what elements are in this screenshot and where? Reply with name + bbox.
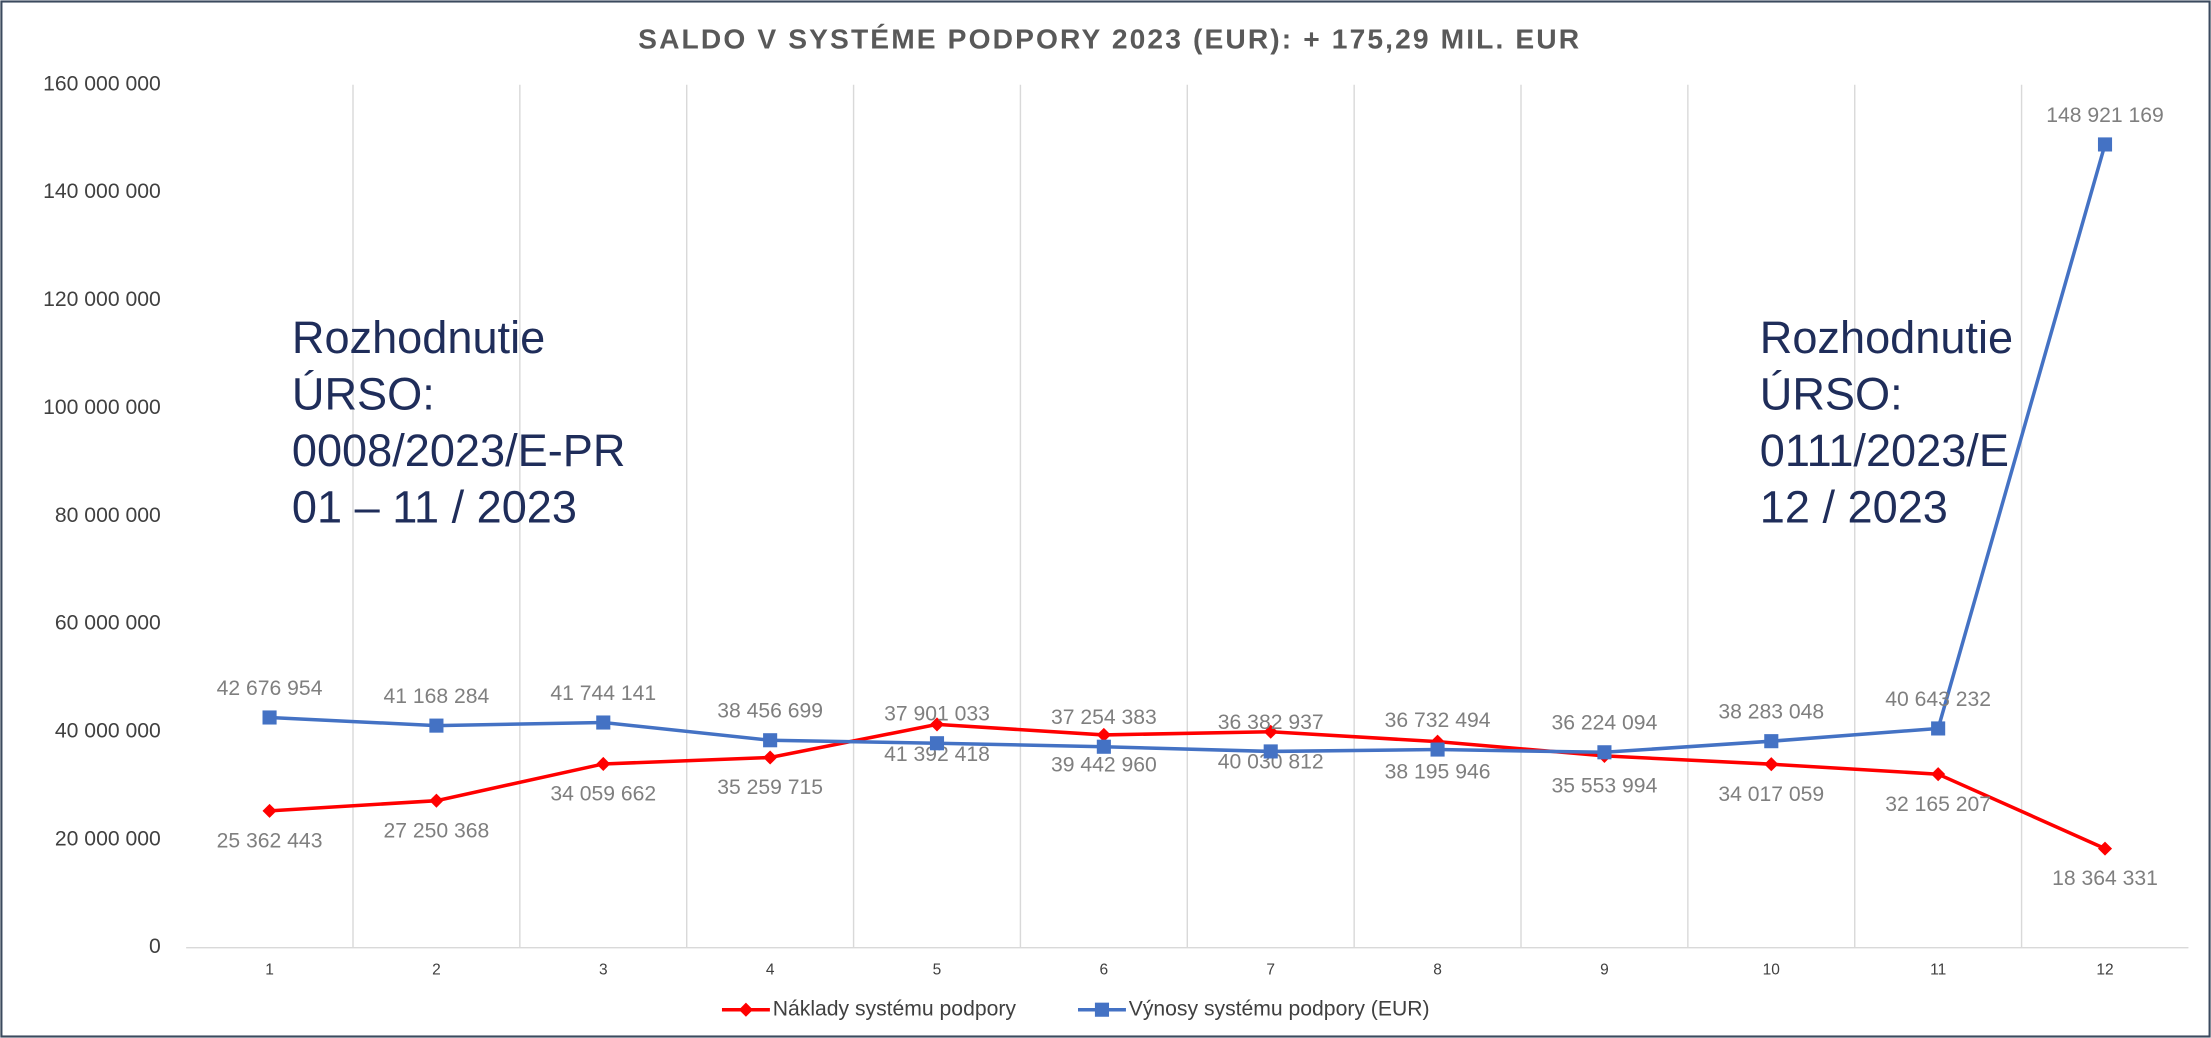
data-label: 25 362 443 [217,829,323,852]
legend-label: Náklady systému podpory [773,997,1017,1020]
data-label: 35 553 994 [1552,775,1658,798]
data-label: 40 643 232 [1885,688,1991,711]
data-label: 39 442 960 [1051,754,1157,777]
annotation: Rozhodnutie [292,312,545,363]
y-tick-label: 120 000 000 [43,288,161,311]
x-tick-label: 7 [1266,961,1275,978]
annotation: Rozhodnutie [1760,312,2013,363]
data-label: 148 921 169 [2046,104,2164,127]
y-tick-label: 40 000 000 [55,720,161,743]
x-tick-label: 11 [1930,961,1946,978]
data-label: 41 392 418 [884,743,990,766]
point [738,1002,753,1017]
point [1096,739,1111,754]
series-line [269,143,2107,755]
series-line [269,722,2106,851]
x-tick-label: 12 [2096,961,2113,978]
data-label: 41 168 284 [384,685,490,708]
data-label: 34 059 662 [550,783,656,806]
point [1764,734,1779,749]
y-tick-label: 160 000 000 [43,72,161,95]
chart-title: SALDO V SYSTÉME PODPORY 2023 (EUR): + 17… [638,22,1581,54]
data-label: 38 195 946 [1385,760,1491,783]
y-tick-label: 60 000 000 [55,612,161,635]
point [1430,742,1445,757]
annotation: 0111/2023/E [1760,425,2009,476]
x-tick-label: 9 [1600,961,1609,978]
data-label: 36 224 094 [1552,712,1658,735]
x-tick-label: 6 [1100,961,1109,978]
point [1597,745,1612,760]
x-tick-label: 10 [1763,961,1781,978]
data-label: 38 283 048 [1718,701,1824,724]
data-label: 42 676 954 [217,677,323,700]
data-label: 41 744 141 [550,682,656,705]
data-label: 40 030 812 [1218,750,1324,773]
annotation: ÚRSO: [292,369,435,420]
point [262,710,277,725]
data-label: 35 259 715 [717,776,823,799]
x-tick-label: 1 [265,961,274,978]
data-label: 38 456 699 [717,700,823,723]
point [929,736,945,751]
point [763,750,778,765]
x-tick-label: 8 [1433,961,1442,978]
point [929,717,945,732]
annotation: 01 – 11 / 2023 [292,481,577,532]
point [1931,767,1946,782]
x-tick-label: 5 [933,961,942,978]
y-tick-label: 140 000 000 [43,180,161,203]
point [1263,744,1278,759]
data-label: 36 382 937 [1218,711,1324,734]
x-tick-label: 3 [599,961,608,978]
x-tick-label: 2 [432,961,441,978]
x-tick-label: 4 [766,961,775,978]
data-label: 36 732 494 [1385,709,1491,732]
annotation: 12 / 2023 [1760,481,1948,532]
point [1931,721,1946,736]
point [2097,137,2113,152]
data-label: 37 254 383 [1051,706,1157,729]
annotation: ÚRSO: [1760,369,1903,420]
annotation: 0008/2023/E-PR [292,425,626,476]
data-label: 27 250 368 [384,819,490,842]
point [429,718,444,733]
data-label: 37 901 033 [884,703,990,726]
point [1094,1002,1110,1017]
point [596,715,611,730]
legend-label: Výnosy systému podpory (EUR) [1129,997,1430,1020]
data-label: 18 364 331 [2052,867,2158,890]
point [596,756,611,772]
point [2097,841,2113,856]
data-label: 34 017 059 [1718,783,1824,806]
y-tick-label: 0 [149,935,161,958]
point [1764,757,1779,772]
point [429,793,444,808]
y-tick-label: 20 000 000 [55,827,161,850]
y-tick-label: 80 000 000 [55,504,161,527]
data-label: 32 165 207 [1885,793,1991,816]
y-tick-label: 100 000 000 [43,396,161,419]
point [763,733,778,748]
